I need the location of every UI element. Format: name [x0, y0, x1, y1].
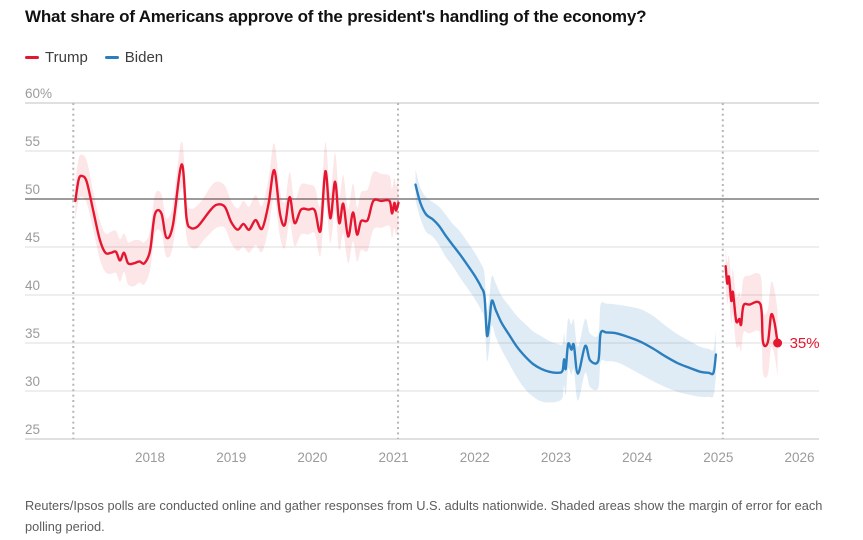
y-tick-label: 60%: [25, 86, 52, 101]
biden-error-band: [415, 169, 716, 403]
legend-item-trump: Trump: [25, 49, 88, 66]
trump-first-term-line: [74, 163, 400, 266]
inauguration-marker-lines: [72, 103, 724, 439]
chart-title: What share of Americans approve of the p…: [25, 7, 647, 26]
x-tick-label: 2019: [216, 450, 246, 465]
x-tick-label: 2018: [135, 450, 165, 465]
x-tick-label: 2024: [622, 450, 653, 465]
y-tick-label: 45: [25, 230, 40, 245]
x-tick-label: 2026: [784, 450, 814, 465]
legend-label: Biden: [124, 49, 164, 66]
latest-value-label: 35%: [790, 335, 820, 352]
y-tick-label: 40: [25, 278, 40, 293]
y-tick-label: 30: [25, 374, 40, 389]
y-tick-label: 55: [25, 134, 40, 149]
x-tick-label: 2022: [460, 450, 490, 465]
x-tick-label: 2023: [541, 450, 571, 465]
approval-line-chart: 60% 55 50 45 40 35 30 25 2018 2019 2020 2021 2022 202…: [25, 86, 820, 465]
x-tick-labels: 2018 2019 2020 2021 2022 2023 2024 2025 2026: [135, 450, 815, 465]
trump-line-swatch: [25, 56, 39, 59]
legend: Trump Biden: [25, 49, 163, 66]
legend-item-biden: Biden: [104, 49, 164, 66]
x-tick-label: 2021: [379, 450, 409, 465]
source-note: Reuters/Ipsos polls are conducted online…: [25, 497, 823, 534]
y-tick-label: 25: [25, 422, 40, 437]
trump-first-term-error-band: [75, 141, 399, 287]
latest-value-dot: [773, 338, 783, 348]
x-tick-label: 2020: [297, 450, 327, 465]
biden-line-swatch: [104, 56, 119, 59]
y-tick-labels: 60% 55 50 45 40 35 30 25: [25, 86, 52, 437]
trump-second-term-line: [724, 265, 779, 348]
legend-label: Trump: [45, 49, 88, 66]
y-gridlines: [25, 102, 819, 440]
trump-second-term-error-band: [725, 247, 778, 378]
x-tick-label: 2025: [703, 450, 733, 465]
y-tick-label: 35: [25, 326, 40, 341]
y-tick-label: 50: [25, 182, 40, 197]
biden-line: [414, 183, 718, 376]
